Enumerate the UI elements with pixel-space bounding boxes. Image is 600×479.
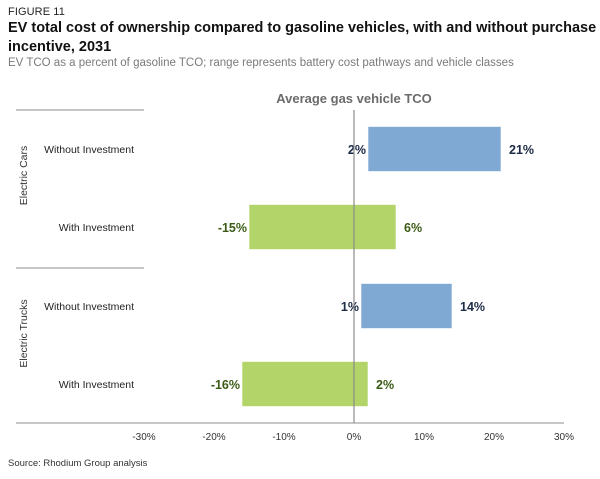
figure-label: FIGURE 11 [8, 6, 65, 18]
low-value-label: 2% [348, 143, 366, 157]
group-label: Electric Cars [18, 146, 30, 206]
chart-title: EV total cost of ownership compared to g… [8, 20, 597, 55]
x-tick-label: 30% [554, 432, 574, 443]
x-tick-label: 20% [484, 432, 504, 443]
group-label: Electric Trucks [18, 299, 30, 367]
x-tick-label: -30% [132, 432, 155, 443]
x-tick-label: 10% [414, 432, 434, 443]
low-value-label: -16% [211, 378, 240, 392]
high-value-label: 6% [404, 221, 422, 235]
reference-line-label: Average gas vehicle TCO [276, 91, 432, 106]
x-tick-label: -10% [272, 432, 295, 443]
source-note: Source: Rhodium Group analysis [8, 458, 148, 469]
x-tick-label: 0% [347, 432, 362, 443]
low-value-label: 1% [341, 300, 359, 314]
row-label: Without Investment [44, 144, 134, 156]
range-bar-without [367, 126, 502, 172]
range-bar-without [360, 283, 453, 329]
range-bar-with [241, 361, 369, 407]
high-value-label: 2% [376, 378, 394, 392]
row-label: Without Investment [44, 301, 134, 313]
low-value-label: -15% [218, 221, 247, 235]
range-bar-with [248, 204, 397, 250]
x-tick-label: -20% [202, 432, 225, 443]
row-label: With Investment [59, 379, 134, 391]
row-label: With Investment [59, 222, 134, 234]
high-value-label: 14% [460, 300, 485, 314]
chart-subtitle: EV TCO as a percent of gasoline TCO; ran… [8, 57, 514, 69]
high-value-label: 21% [509, 143, 534, 157]
